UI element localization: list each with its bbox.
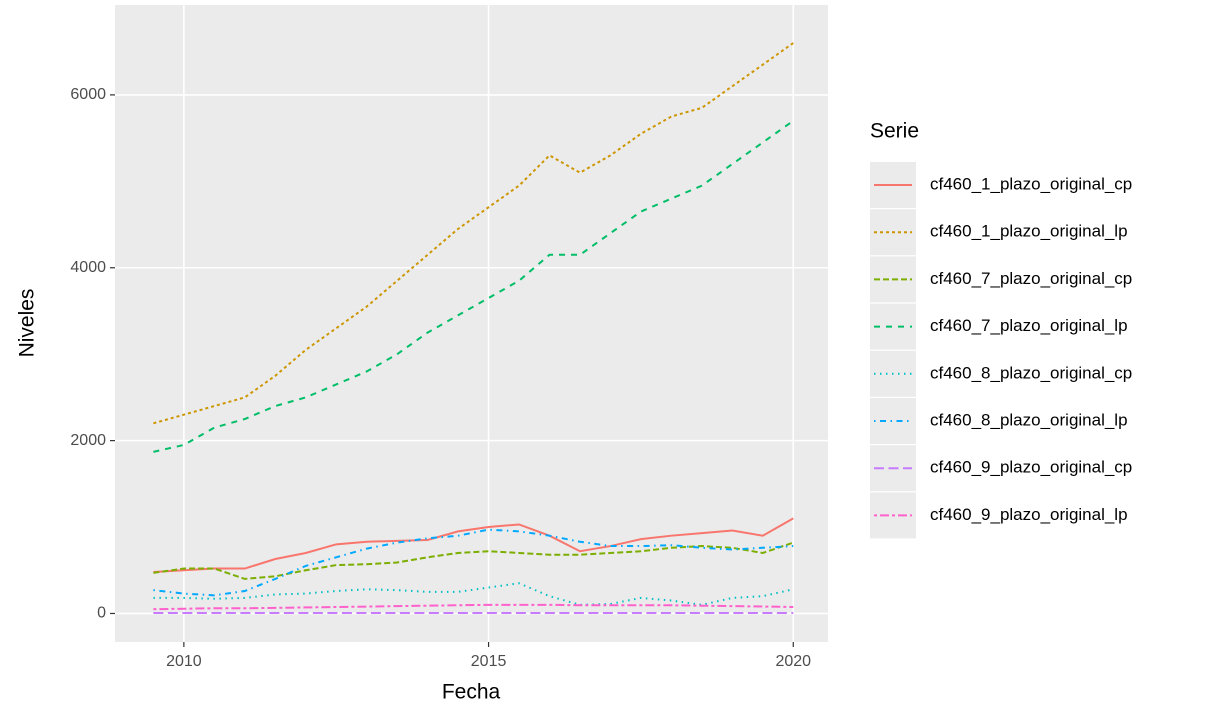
legend-label: cf460_7_plazo_original_cp [930,269,1132,288]
x-tick-label: 2015 [471,653,507,670]
x-tick-label: 2020 [775,653,811,670]
legend-label: cf460_8_plazo_original_lp [930,410,1128,429]
y-tick-label: 4000 [70,259,106,276]
lines [153,42,794,615]
series-line [153,528,794,597]
series-line [153,541,794,580]
x-axis-title: Fecha [442,681,501,704]
y-tick-label: 6000 [70,86,106,103]
series-line [153,603,794,611]
legend-label: cf460_7_plazo_original_lp [930,316,1128,335]
series-line [153,42,794,425]
legend-label: cf460_1_plazo_original_lp [930,222,1128,241]
plot-panel [115,5,828,642]
legend-label: cf460_1_plazo_original_cp [930,174,1132,193]
y-tick-label: 2000 [70,432,106,449]
axes: 0 2000 4000 6000 2010 2015 2020 [70,86,811,670]
y-axis-title: Niveles [16,289,39,358]
legend-key [870,398,916,444]
y-tick-label: 0 [97,605,106,622]
x-tick-label: 2010 [166,653,202,670]
legend-label: cf460_9_plazo_original_cp [930,458,1132,477]
legend-label: cf460_9_plazo_original_lp [930,505,1128,524]
legend-title: Serie [870,120,919,143]
series-line [153,120,794,453]
series-line [153,517,794,573]
legend-label: cf460_8_plazo_original_cp [930,363,1132,382]
legend: cf460_1_plazo_original_cp cf460_1_plazo_o… [870,162,1132,539]
